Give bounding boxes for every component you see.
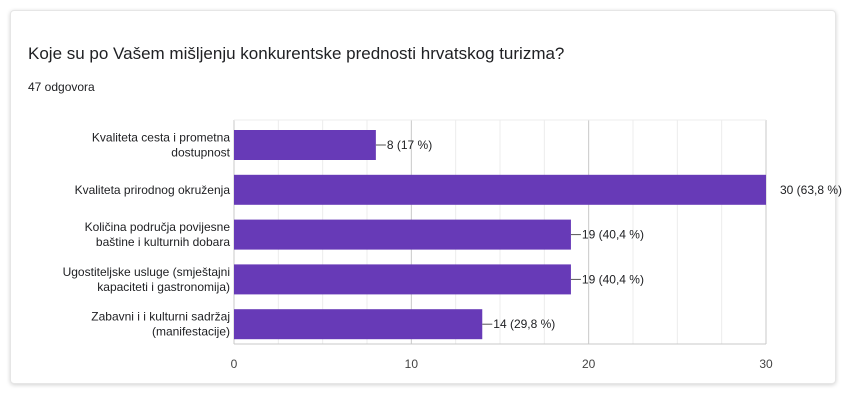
x-tick-label: 0 xyxy=(231,357,238,371)
category-label: Kvaliteta cesta i prometna xyxy=(92,131,230,145)
bar xyxy=(234,219,571,250)
category-label: kapaciteti i gastronomija) xyxy=(97,280,230,294)
response-count: 47 odgovora xyxy=(28,80,95,94)
data-labels: 8 (17 %) 30 (63,8 %) 19 (40,4 %) 19 (40,4 %… xyxy=(375,138,842,331)
data-label: 30 (63,8 %) xyxy=(780,183,842,197)
category-label: baštine i kulturnih dobara xyxy=(96,235,230,249)
data-label: 8 (17 %) xyxy=(387,138,432,152)
data-label: 19 (40,4 %) xyxy=(582,272,644,286)
x-tick-label: 20 xyxy=(582,357,596,371)
bar xyxy=(234,264,571,295)
category-label: Količina područja povijesne xyxy=(85,220,231,234)
category-label: (manifestacije) xyxy=(152,325,230,339)
category-label: Kvaliteta prirodnog okruženja xyxy=(75,183,231,197)
bar xyxy=(234,174,766,205)
x-tick-label: 10 xyxy=(405,357,419,371)
bar xyxy=(234,130,376,160)
data-label: 19 (40,4 %) xyxy=(582,228,644,242)
question-title: Koje su po Vašem mišljenju konkurentske … xyxy=(28,44,565,63)
category-label: Ugostiteljske usluge (smještajni xyxy=(63,265,230,279)
x-tick-label: 30 xyxy=(759,357,773,371)
bar xyxy=(234,309,483,340)
x-tick-labels: 0 10 20 30 xyxy=(231,357,773,371)
category-label: dostupnost xyxy=(171,146,230,160)
category-label: Zabavni i i kulturni sadržaj xyxy=(91,310,230,324)
bars xyxy=(234,130,766,340)
data-label: 14 (29,8 %) xyxy=(493,317,555,331)
